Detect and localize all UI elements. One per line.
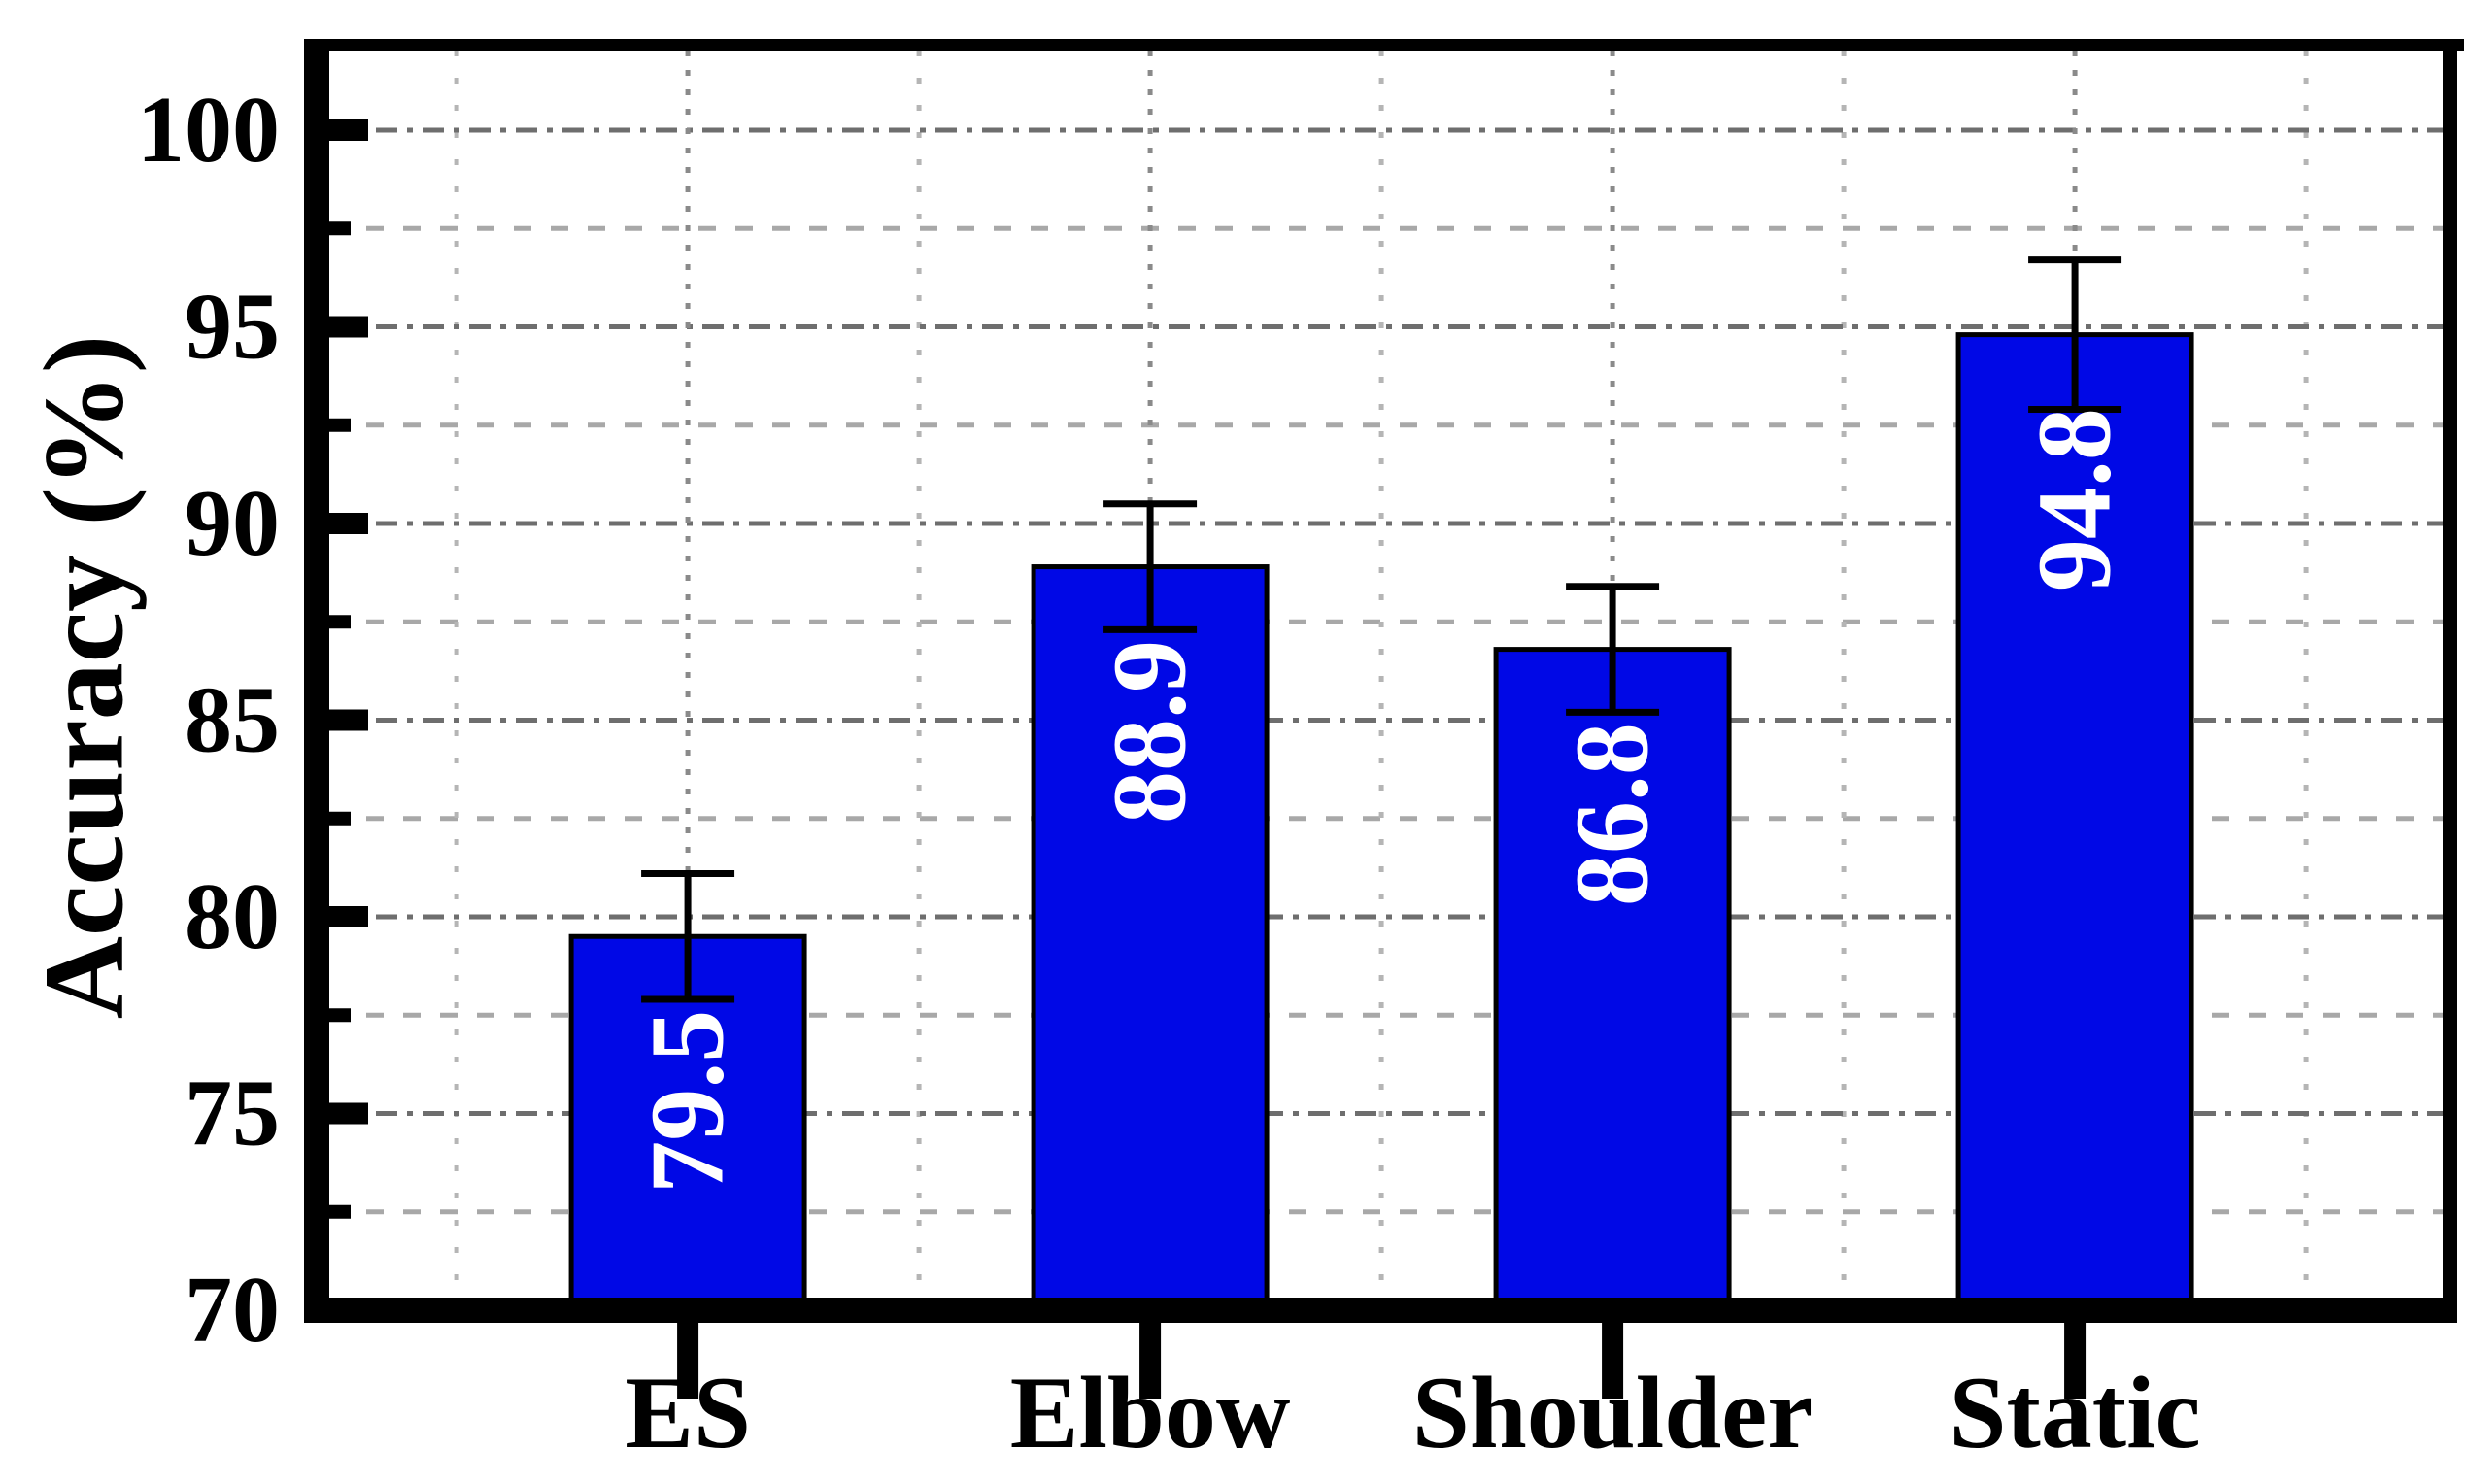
y-major-tick <box>329 513 368 534</box>
y-major-tick <box>329 316 368 338</box>
bar-Static <box>1955 332 2194 1316</box>
y-tick-label: 70 <box>185 1258 280 1363</box>
y-tick-label: 85 <box>185 668 280 773</box>
x-category-label: Static <box>1950 1356 2201 1469</box>
y-tick-label: 80 <box>185 864 280 969</box>
axis-ticks <box>329 119 2087 1399</box>
y-major-tick <box>329 906 368 928</box>
x-major-tick <box>1602 1323 1624 1399</box>
bar-value-label: 88.9 <box>1093 640 1208 824</box>
y-axis-title: Accuracy (%) <box>20 335 148 1019</box>
bar-Shoulder <box>1493 647 1732 1316</box>
y-tick-label: 75 <box>185 1062 280 1166</box>
error-bars <box>641 256 2122 1003</box>
right-spine <box>2443 39 2457 1323</box>
y-tick-label: 100 <box>137 78 280 183</box>
bar-value-label: 94.8 <box>2018 408 2133 591</box>
x-axis-spine <box>304 1298 2455 1323</box>
y-minor-tick <box>329 1008 351 1023</box>
y-major-tick <box>329 1102 368 1125</box>
y-tick-label: 90 <box>185 471 280 576</box>
y-axis-spine <box>304 39 329 1323</box>
x-major-tick <box>2064 1323 2087 1399</box>
x-category-label: Shoulder <box>1412 1356 1813 1469</box>
x-axis-category-labels: ES Elbow Shoulder Static <box>625 1356 2200 1469</box>
top-spine <box>304 39 2464 51</box>
x-major-tick <box>677 1323 699 1399</box>
axis-frame <box>304 39 2464 1323</box>
x-major-tick <box>1139 1323 1162 1399</box>
y-minor-tick <box>329 418 351 432</box>
y-minor-tick <box>329 615 351 629</box>
bar-value-labels: 79.5 88.9 86.8 94.8 <box>630 408 2133 1194</box>
y-axis-tick-labels: 70 75 80 85 90 95 100 <box>137 78 280 1363</box>
x-category-label: Elbow <box>1010 1356 1291 1469</box>
y-major-tick <box>329 709 368 731</box>
y-major-tick <box>329 119 368 141</box>
bar-value-label: 79.5 <box>630 1010 746 1194</box>
y-minor-tick <box>329 221 351 236</box>
y-minor-tick <box>329 811 351 826</box>
y-tick-label: 95 <box>185 275 280 380</box>
bar-value-label: 86.8 <box>1555 723 1671 906</box>
y-minor-tick <box>329 1204 351 1219</box>
x-category-label: ES <box>625 1356 751 1469</box>
y-major-tick <box>329 1299 368 1321</box>
